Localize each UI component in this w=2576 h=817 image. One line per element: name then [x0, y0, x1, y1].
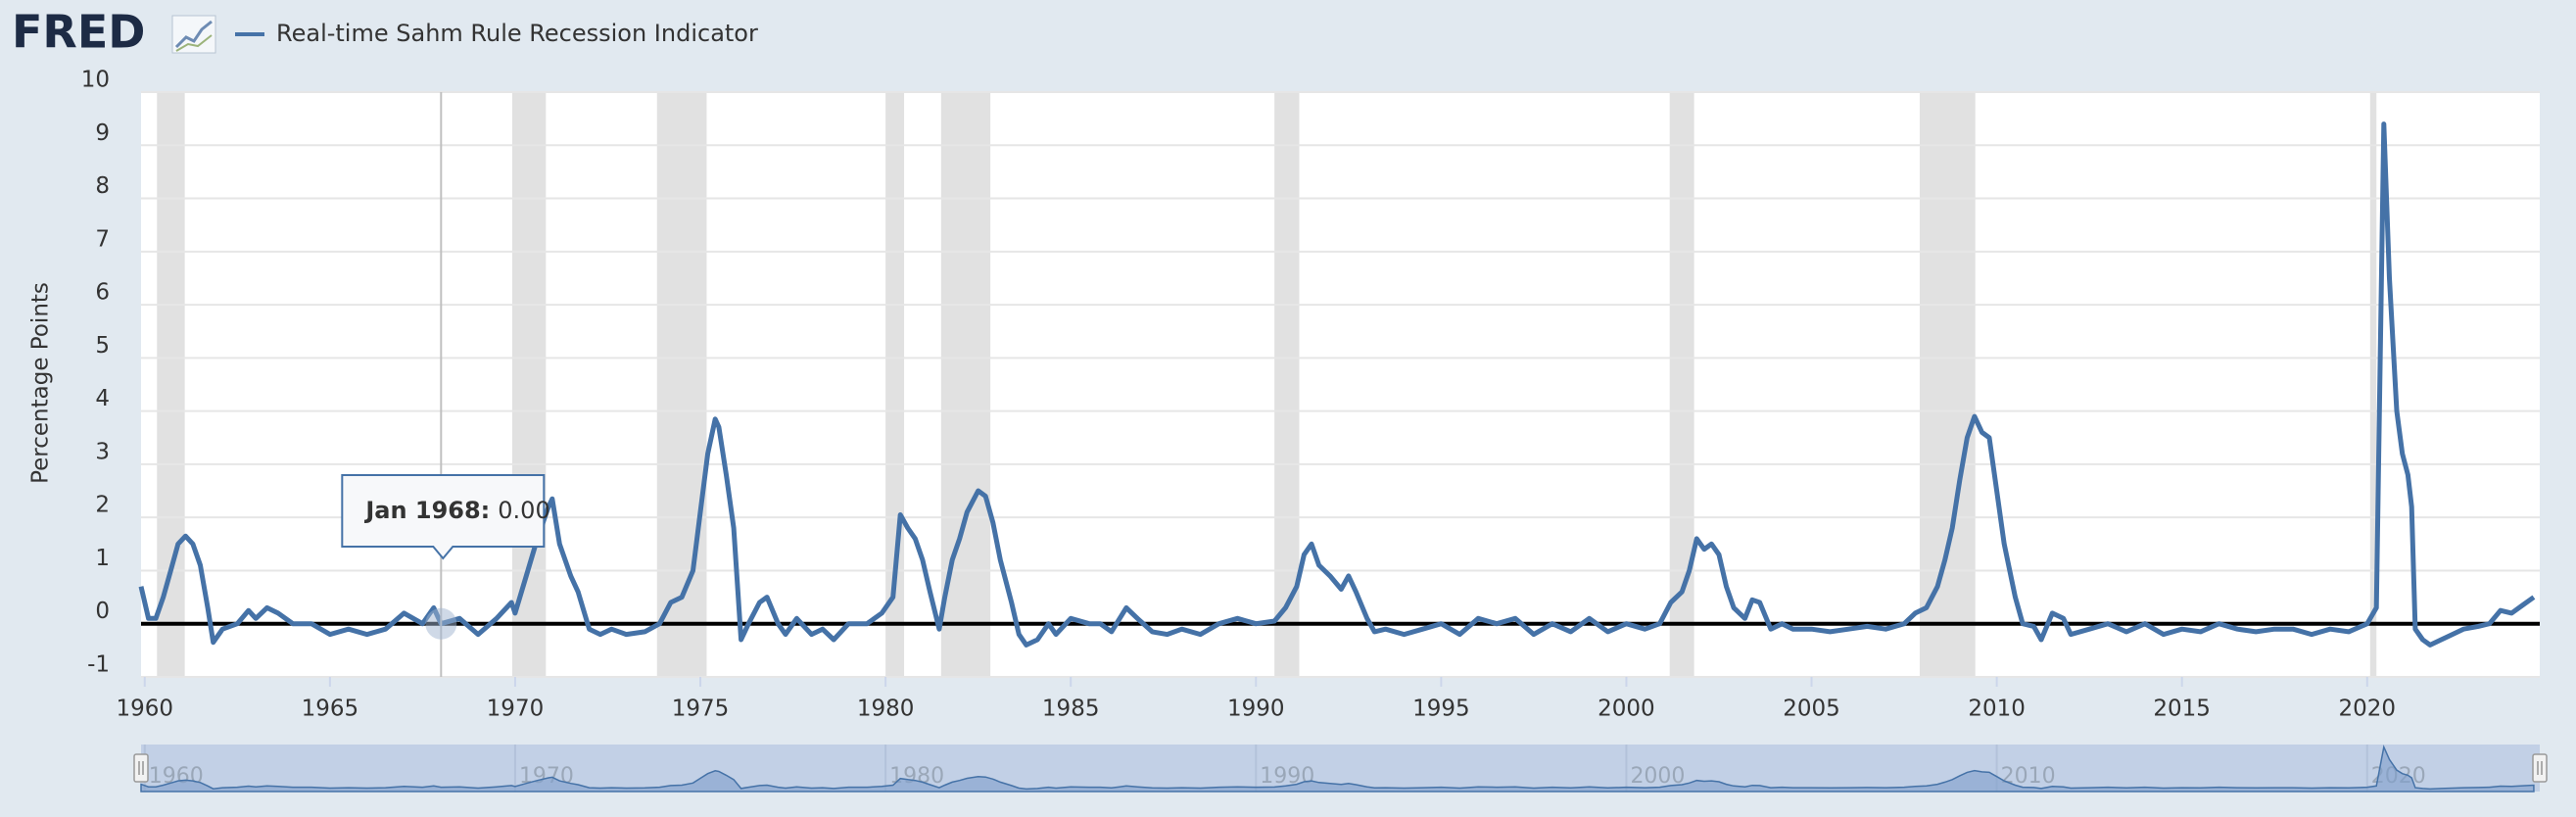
x-tick-label: 1980	[857, 697, 915, 722]
tooltip-text: Jan 1968: 0.00	[363, 497, 549, 524]
y-tick-label: 5	[95, 333, 110, 359]
y-tick-label: -1	[87, 652, 110, 678]
x-tick-label: 1985	[1042, 697, 1100, 722]
x-tick-label: 2020	[2339, 697, 2397, 722]
recession-band	[1669, 92, 1694, 677]
tooltip-value: 0.00	[498, 497, 549, 524]
y-tick-label: 3	[95, 439, 110, 464]
y-tick-label: 2	[95, 493, 110, 518]
x-tick-label: 2000	[1598, 697, 1655, 722]
y-tick-label: 10	[81, 68, 110, 93]
x-tick-label: 1960	[117, 697, 174, 722]
x-tick-label: 2015	[2153, 697, 2211, 722]
y-tick-label: 1	[95, 546, 110, 571]
logo[interactable]: FRED	[12, 6, 145, 59]
x-tick-label: 2010	[1968, 697, 2026, 722]
y-tick-label: 8	[95, 173, 110, 199]
tooltip-date: Jan 1968:	[363, 497, 490, 524]
x-tick-label: 1990	[1227, 697, 1285, 722]
navigator-handle[interactable]	[133, 753, 149, 783]
recession-band	[1274, 92, 1300, 677]
y-tick-label: 0	[95, 599, 110, 624]
legend-label[interactable]: Real-time Sahm Rule Recession Indicator	[276, 20, 758, 47]
navigator-area	[140, 745, 2535, 793]
y-tick-label: 6	[95, 280, 110, 306]
recession-band	[656, 92, 707, 677]
recession-band	[157, 92, 185, 677]
hover-marker	[425, 607, 457, 640]
navigator-handle[interactable]	[2532, 753, 2548, 783]
y-tick-label: 4	[95, 386, 110, 411]
logo-icon	[171, 15, 216, 54]
y-axis-label: Percentage Points	[28, 282, 54, 484]
x-tick-label: 1970	[487, 697, 545, 722]
y-tick-label: 9	[95, 120, 110, 146]
recession-band	[2369, 92, 2377, 677]
y-tick-label: 7	[95, 226, 110, 252]
recession-band	[511, 92, 547, 677]
x-tick-label: 1975	[672, 697, 730, 722]
recession-band	[1919, 92, 1976, 677]
series-line	[138, 121, 2536, 648]
tooltip-box	[341, 474, 546, 560]
x-tick-label: 2005	[1783, 697, 1840, 722]
x-tick-label: 1995	[1412, 697, 1470, 722]
x-tick-label: 1965	[302, 697, 359, 722]
